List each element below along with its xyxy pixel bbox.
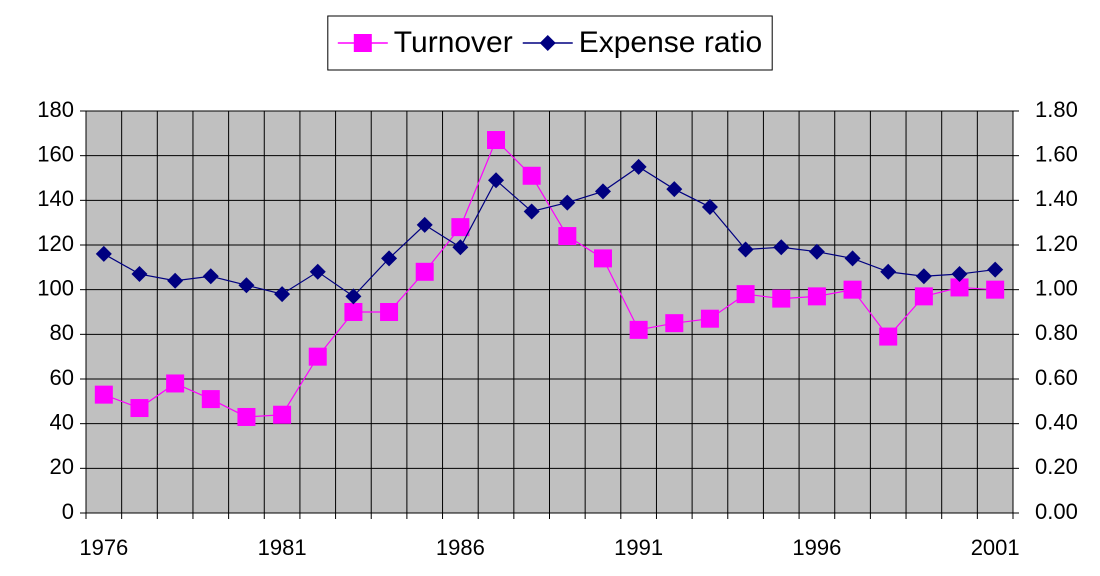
y-tick-label: 120: [37, 231, 74, 256]
y2-tick-label: 0.20: [1035, 454, 1078, 479]
marker: [629, 320, 648, 339]
y-tick-label: 160: [37, 141, 74, 166]
marker: [558, 227, 577, 246]
marker: [630, 158, 647, 175]
marker: [523, 203, 540, 220]
y-tick-label: 80: [50, 320, 74, 345]
y2-tick-label: 0.40: [1035, 409, 1078, 434]
marker: [273, 405, 292, 424]
marker: [238, 277, 255, 294]
y-tick-label: 140: [37, 186, 74, 211]
marker: [700, 309, 719, 328]
x-tick-label: 1981: [258, 535, 307, 560]
marker: [380, 303, 399, 321]
marker: [451, 218, 470, 237]
marker: [274, 286, 291, 303]
y2-tick-label: 0.60: [1035, 365, 1078, 390]
marker: [522, 166, 541, 185]
marker: [381, 250, 398, 267]
marker: [593, 249, 612, 268]
marker: [309, 263, 326, 280]
marker: [202, 268, 219, 285]
marker: [987, 261, 1004, 278]
y2-tick-label: 0.00: [1035, 499, 1078, 524]
marker: [488, 172, 505, 189]
x-tick-label: 1991: [614, 535, 663, 560]
legend-marker: [353, 34, 372, 52]
marker: [416, 216, 433, 233]
marker: [772, 289, 791, 308]
legend-marker: [539, 35, 556, 51]
y-tick-label: 40: [50, 409, 74, 434]
marker: [843, 280, 862, 299]
marker: [345, 288, 362, 305]
x-tick-label: 2001: [971, 535, 1020, 560]
x-tick-label: 1976: [79, 535, 128, 560]
marker: [131, 266, 148, 283]
marker: [880, 263, 897, 280]
marker: [737, 241, 754, 258]
x-tick-label: 1996: [792, 535, 841, 560]
marker: [950, 278, 969, 297]
marker: [452, 239, 469, 256]
y2-tick-label: 1.40: [1035, 186, 1078, 211]
y-tick-label: 180: [37, 97, 74, 122]
marker: [344, 303, 363, 321]
marker: [95, 245, 112, 262]
marker: [166, 374, 185, 393]
marker: [237, 407, 256, 426]
y-tick-label: 0: [62, 499, 74, 524]
marker: [94, 385, 113, 404]
marker: [701, 199, 718, 216]
y-tick-label: 20: [50, 454, 74, 479]
marker: [879, 327, 898, 346]
marker: [130, 399, 149, 418]
x-tick-label: 1986: [436, 535, 485, 560]
y-tick-label: 60: [50, 365, 74, 390]
marker: [986, 280, 1005, 299]
marker: [487, 131, 506, 150]
marker: [308, 347, 327, 366]
marker: [201, 390, 220, 409]
y2-tick-label: 1.60: [1035, 141, 1078, 166]
marker: [167, 272, 184, 289]
marker: [951, 266, 968, 283]
y-tick-label: 100: [37, 275, 74, 300]
marker: [773, 239, 790, 256]
marker: [594, 183, 611, 200]
y2-tick-label: 1.80: [1035, 97, 1078, 122]
marker: [666, 181, 683, 198]
marker: [807, 287, 826, 306]
marker: [415, 262, 434, 281]
marker: [915, 268, 932, 285]
y2-tick-label: 1.20: [1035, 231, 1078, 256]
legend: Turnover Expense ratio: [327, 15, 773, 71]
marker: [665, 314, 684, 333]
marker: [808, 243, 825, 260]
y2-tick-label: 1.00: [1035, 275, 1078, 300]
legend-label: Turnover: [394, 26, 513, 59]
marker: [559, 194, 576, 211]
legend-label: Expense ratio: [579, 26, 762, 59]
y2-tick-label: 0.80: [1035, 320, 1078, 345]
marker: [844, 250, 861, 267]
marker: [914, 287, 933, 306]
marker: [736, 285, 755, 304]
